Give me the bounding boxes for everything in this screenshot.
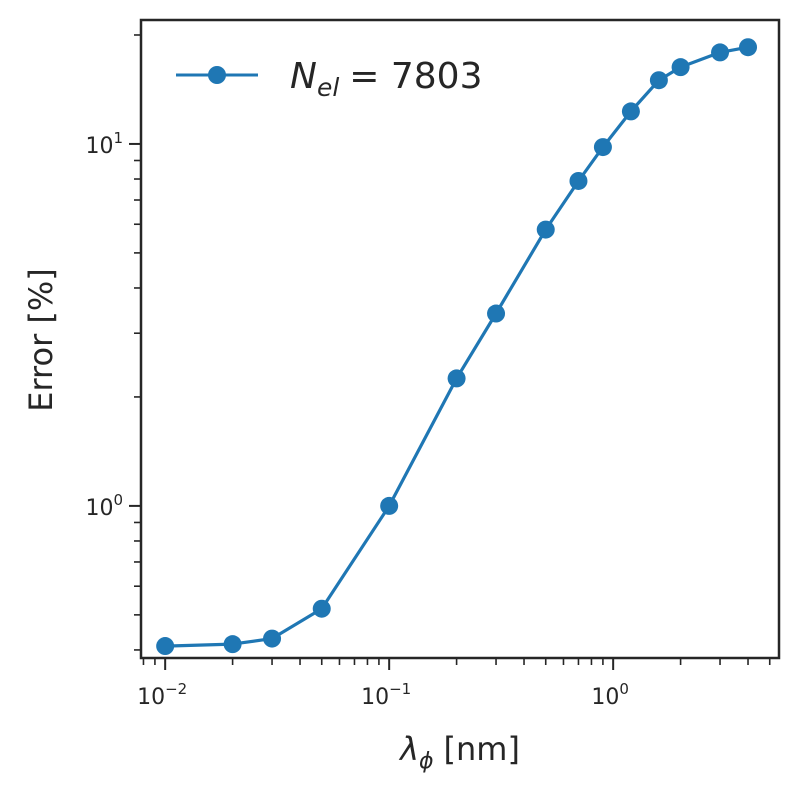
legend: Nel = 7803: [176, 56, 483, 102]
data-point: [380, 496, 399, 515]
data-point: [569, 171, 588, 190]
data-point: [447, 369, 466, 388]
x-axis-unit: [nm]: [444, 730, 520, 768]
data-point: [671, 58, 690, 77]
x-axis-subscript: ϕ: [419, 749, 434, 774]
legend-marker-sample: [208, 66, 226, 84]
y-tick-label: 100: [85, 491, 123, 521]
data-point: [536, 220, 555, 239]
data-point: [487, 304, 506, 323]
legend-value: = 7803: [349, 56, 482, 97]
data-point: [156, 637, 175, 656]
data-point: [312, 599, 331, 618]
data-point: [223, 635, 242, 654]
x-tick-label: 10−2: [137, 680, 187, 710]
data-point: [711, 43, 730, 62]
x-axis-symbol: λ: [398, 730, 419, 768]
legend-label: Nel = 7803: [290, 56, 483, 102]
x-axis-label: λϕ [nm]: [398, 730, 520, 774]
data-point: [649, 71, 668, 90]
x-tick-label: 10−1: [361, 680, 411, 710]
data-point: [621, 102, 640, 121]
legend-sub: el: [317, 73, 339, 102]
x-tick-label: 100: [591, 680, 629, 710]
legend-var: N: [290, 56, 317, 97]
axis-ticks: 10−2 10−1 100 100 101: [85, 34, 771, 710]
series-line: [165, 45, 749, 648]
series-layer: [156, 38, 758, 656]
data-point: [739, 38, 758, 57]
y-axis-label: Error [%]: [22, 268, 60, 412]
data-point: [593, 138, 612, 157]
data-point: [263, 629, 282, 648]
y-tick-label: 101: [85, 129, 123, 159]
plot-frame: [139, 18, 781, 660]
